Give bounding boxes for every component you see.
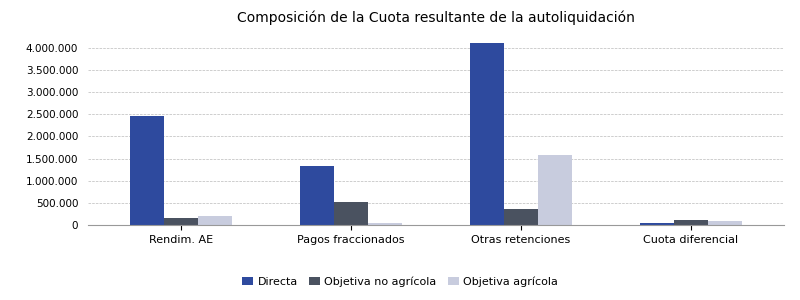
Bar xyxy=(368,224,402,225)
Bar xyxy=(674,220,708,225)
Bar xyxy=(130,116,164,225)
Bar xyxy=(504,209,538,225)
Title: Composición de la Cuota resultante de la autoliquidación: Composición de la Cuota resultante de la… xyxy=(237,10,635,25)
Legend: Directa, Objetiva no agrícola, Objetiva agrícola: Directa, Objetiva no agrícola, Objetiva … xyxy=(238,272,562,291)
Bar xyxy=(470,43,504,225)
Bar xyxy=(334,202,368,225)
Bar xyxy=(640,223,674,225)
Bar xyxy=(538,155,572,225)
Bar xyxy=(300,166,334,225)
Bar xyxy=(708,221,742,225)
Bar xyxy=(198,216,232,225)
Bar xyxy=(164,218,198,225)
